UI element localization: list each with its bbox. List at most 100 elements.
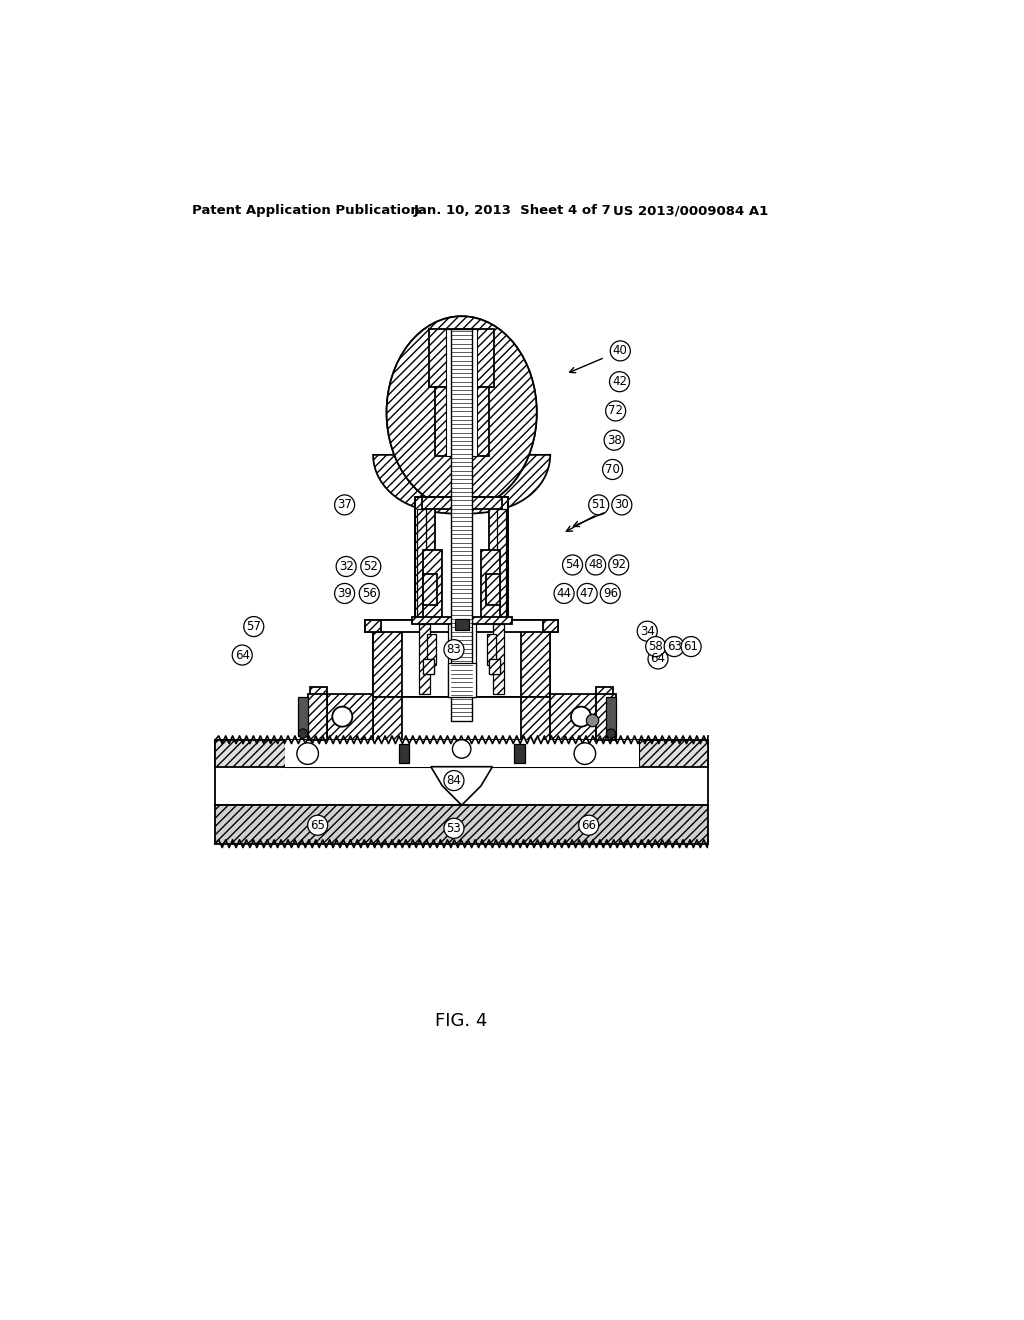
- Text: 32: 32: [339, 560, 353, 573]
- Circle shape: [232, 645, 252, 665]
- Circle shape: [637, 622, 657, 642]
- Circle shape: [681, 636, 701, 656]
- Bar: [447, 620, 475, 697]
- Polygon shape: [373, 455, 550, 513]
- Circle shape: [444, 818, 464, 838]
- Text: 92: 92: [611, 558, 627, 572]
- Circle shape: [589, 495, 608, 515]
- Circle shape: [360, 557, 381, 577]
- Bar: [373, 697, 550, 743]
- Circle shape: [335, 495, 354, 515]
- Bar: [486, 574, 500, 605]
- Text: 96: 96: [603, 587, 617, 601]
- Text: Jan. 10, 2013  Sheet 4 of 7: Jan. 10, 2013 Sheet 4 of 7: [414, 205, 611, 218]
- Circle shape: [298, 729, 307, 738]
- Circle shape: [333, 706, 352, 726]
- Bar: [423, 659, 434, 675]
- Text: 51: 51: [591, 499, 606, 511]
- Bar: [310, 688, 327, 746]
- Text: US 2013/0009084 A1: US 2013/0009084 A1: [612, 205, 768, 218]
- Circle shape: [444, 640, 464, 660]
- Bar: [285, 739, 639, 767]
- Bar: [366, 620, 381, 632]
- Text: 48: 48: [588, 558, 603, 572]
- Bar: [422, 498, 502, 508]
- Bar: [412, 616, 512, 624]
- Bar: [373, 620, 402, 697]
- Bar: [416, 498, 508, 620]
- Circle shape: [646, 636, 666, 656]
- Circle shape: [244, 616, 264, 636]
- Text: 66: 66: [582, 818, 596, 832]
- Circle shape: [610, 341, 631, 360]
- Bar: [596, 693, 615, 739]
- Text: 40: 40: [612, 345, 628, 358]
- Text: 70: 70: [605, 463, 620, 477]
- Text: 44: 44: [557, 587, 571, 601]
- Bar: [447, 663, 475, 697]
- Ellipse shape: [387, 317, 537, 508]
- Text: 39: 39: [337, 587, 352, 601]
- Circle shape: [608, 554, 629, 576]
- Text: 47: 47: [580, 587, 595, 601]
- Bar: [435, 387, 488, 457]
- Bar: [215, 739, 708, 805]
- Text: 57: 57: [247, 620, 261, 634]
- Circle shape: [665, 636, 684, 656]
- Text: 42: 42: [612, 375, 627, 388]
- Text: 61: 61: [684, 640, 698, 653]
- Circle shape: [335, 583, 354, 603]
- Text: 38: 38: [607, 434, 622, 446]
- Polygon shape: [431, 767, 493, 805]
- Bar: [489, 659, 500, 675]
- Circle shape: [297, 743, 318, 764]
- Circle shape: [605, 401, 626, 421]
- Circle shape: [609, 372, 630, 392]
- Text: 54: 54: [565, 558, 580, 572]
- Bar: [488, 498, 508, 620]
- Text: 53: 53: [446, 822, 462, 834]
- Bar: [596, 688, 613, 746]
- Bar: [398, 743, 410, 763]
- Circle shape: [578, 583, 597, 603]
- Circle shape: [554, 583, 574, 603]
- Bar: [366, 620, 558, 632]
- Text: 84: 84: [446, 774, 462, 787]
- Text: 52: 52: [364, 560, 378, 573]
- Bar: [307, 693, 327, 739]
- Bar: [285, 739, 639, 767]
- Bar: [455, 619, 469, 631]
- Text: 58: 58: [648, 640, 664, 653]
- Bar: [497, 508, 506, 620]
- Circle shape: [574, 743, 596, 764]
- Bar: [423, 659, 434, 675]
- Text: 63: 63: [667, 640, 682, 653]
- Circle shape: [571, 706, 591, 726]
- Bar: [419, 624, 430, 693]
- Text: 56: 56: [361, 587, 377, 601]
- Bar: [373, 697, 402, 743]
- Circle shape: [648, 649, 668, 669]
- Bar: [327, 693, 373, 739]
- Bar: [298, 697, 307, 737]
- Bar: [423, 574, 437, 605]
- Circle shape: [453, 739, 471, 758]
- Bar: [521, 697, 550, 743]
- Text: 65: 65: [310, 818, 325, 832]
- Circle shape: [611, 495, 632, 515]
- Ellipse shape: [387, 317, 537, 508]
- Circle shape: [604, 430, 625, 450]
- Bar: [451, 330, 472, 721]
- Text: FIG. 4: FIG. 4: [435, 1012, 487, 1030]
- Bar: [606, 697, 615, 737]
- Bar: [427, 635, 436, 665]
- Bar: [417, 508, 426, 620]
- Bar: [481, 549, 500, 620]
- Text: 64: 64: [234, 648, 250, 661]
- Circle shape: [444, 771, 464, 791]
- Bar: [514, 743, 524, 763]
- Bar: [215, 739, 708, 767]
- Circle shape: [587, 714, 599, 726]
- Bar: [373, 620, 550, 697]
- Text: 34: 34: [640, 624, 654, 638]
